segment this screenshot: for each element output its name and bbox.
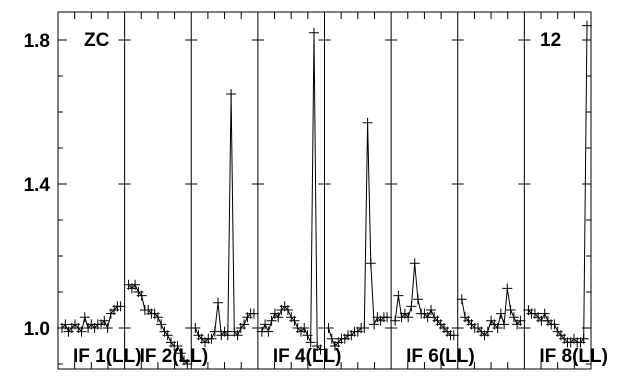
data-point — [382, 312, 393, 323]
data-point — [515, 315, 526, 326]
series-line — [261, 32, 321, 350]
data-point — [248, 308, 259, 319]
data-point — [409, 258, 420, 269]
annotation-top-right: 12 — [540, 30, 561, 51]
data-point — [273, 312, 284, 323]
data-point — [209, 326, 220, 337]
data-point — [175, 348, 186, 359]
data-point — [369, 319, 380, 330]
data-point — [406, 301, 417, 312]
data-point — [492, 323, 503, 333]
panel-series — [256, 27, 326, 355]
panel-series — [190, 89, 259, 348]
panel-series — [390, 258, 459, 341]
data-point — [448, 330, 459, 341]
data-point — [172, 341, 183, 351]
data-point — [309, 27, 319, 38]
data-point — [115, 301, 126, 312]
data-point — [359, 323, 370, 333]
series-layer — [57, 20, 592, 369]
data-point — [79, 312, 90, 323]
data-point — [582, 20, 592, 31]
data-point — [539, 308, 550, 319]
data-point — [60, 319, 71, 330]
data-point — [326, 333, 337, 344]
data-point — [282, 305, 293, 315]
data-point — [260, 319, 271, 330]
data-point — [393, 290, 404, 301]
panel-series — [57, 301, 126, 337]
data-point — [152, 312, 163, 323]
data-point — [182, 359, 193, 369]
data-point — [213, 297, 223, 308]
series-line — [528, 25, 588, 343]
panel-label: IF 6(LL) — [406, 346, 475, 367]
series-line — [194, 93, 254, 344]
data-point — [136, 290, 147, 301]
data-point — [226, 89, 237, 99]
data-point — [266, 315, 277, 326]
data-point — [323, 323, 334, 333]
series-line — [328, 122, 388, 347]
data-point — [263, 326, 274, 337]
panel-label: IF 1(LL) — [73, 346, 142, 367]
data-point — [206, 333, 217, 344]
data-point — [502, 283, 513, 294]
data-point — [426, 305, 436, 315]
panel-series — [123, 279, 193, 369]
panel-series — [523, 20, 592, 348]
data-point — [130, 279, 141, 290]
text-layer: ZC 12 1.0 1.4 1.8 IF 1(LL)IF 2(LL) IF 4(LL) I… — [24, 30, 608, 367]
panel-series — [323, 117, 393, 351]
frame-layer — [57, 11, 592, 370]
data-point — [508, 312, 519, 323]
data-point — [239, 319, 250, 330]
data-point — [222, 330, 233, 341]
data-point — [412, 294, 423, 305]
annotation-top-left: ZC — [84, 30, 110, 51]
y-tick-label: 1.0 — [24, 319, 50, 340]
data-point — [549, 319, 560, 330]
data-point — [499, 319, 510, 330]
data-point — [365, 258, 376, 269]
data-point — [190, 323, 201, 333]
data-point — [315, 344, 326, 355]
data-point — [232, 330, 243, 341]
panel-label: IF 4(LL) — [273, 346, 342, 367]
panel-series — [456, 283, 526, 341]
data-point — [403, 312, 414, 323]
data-point — [162, 330, 173, 341]
data-point — [299, 323, 310, 333]
y-tick-label: 1.8 — [24, 31, 50, 52]
data-point — [390, 315, 401, 326]
data-point — [102, 323, 113, 333]
panel-label: IF 8(LL) — [539, 346, 608, 367]
data-point — [505, 305, 516, 315]
data-point — [76, 326, 87, 337]
panel-label: IF 2(LL) — [140, 346, 209, 367]
data-point — [289, 315, 300, 326]
data-point — [302, 330, 313, 341]
data-point — [156, 319, 167, 330]
data-point — [362, 117, 373, 128]
data-point — [99, 315, 110, 326]
data-point — [482, 326, 493, 337]
data-point — [578, 333, 589, 344]
data-point — [456, 294, 467, 305]
data-point — [305, 337, 316, 348]
data-point — [495, 308, 506, 319]
y-tick-label: 1.4 — [24, 175, 51, 196]
